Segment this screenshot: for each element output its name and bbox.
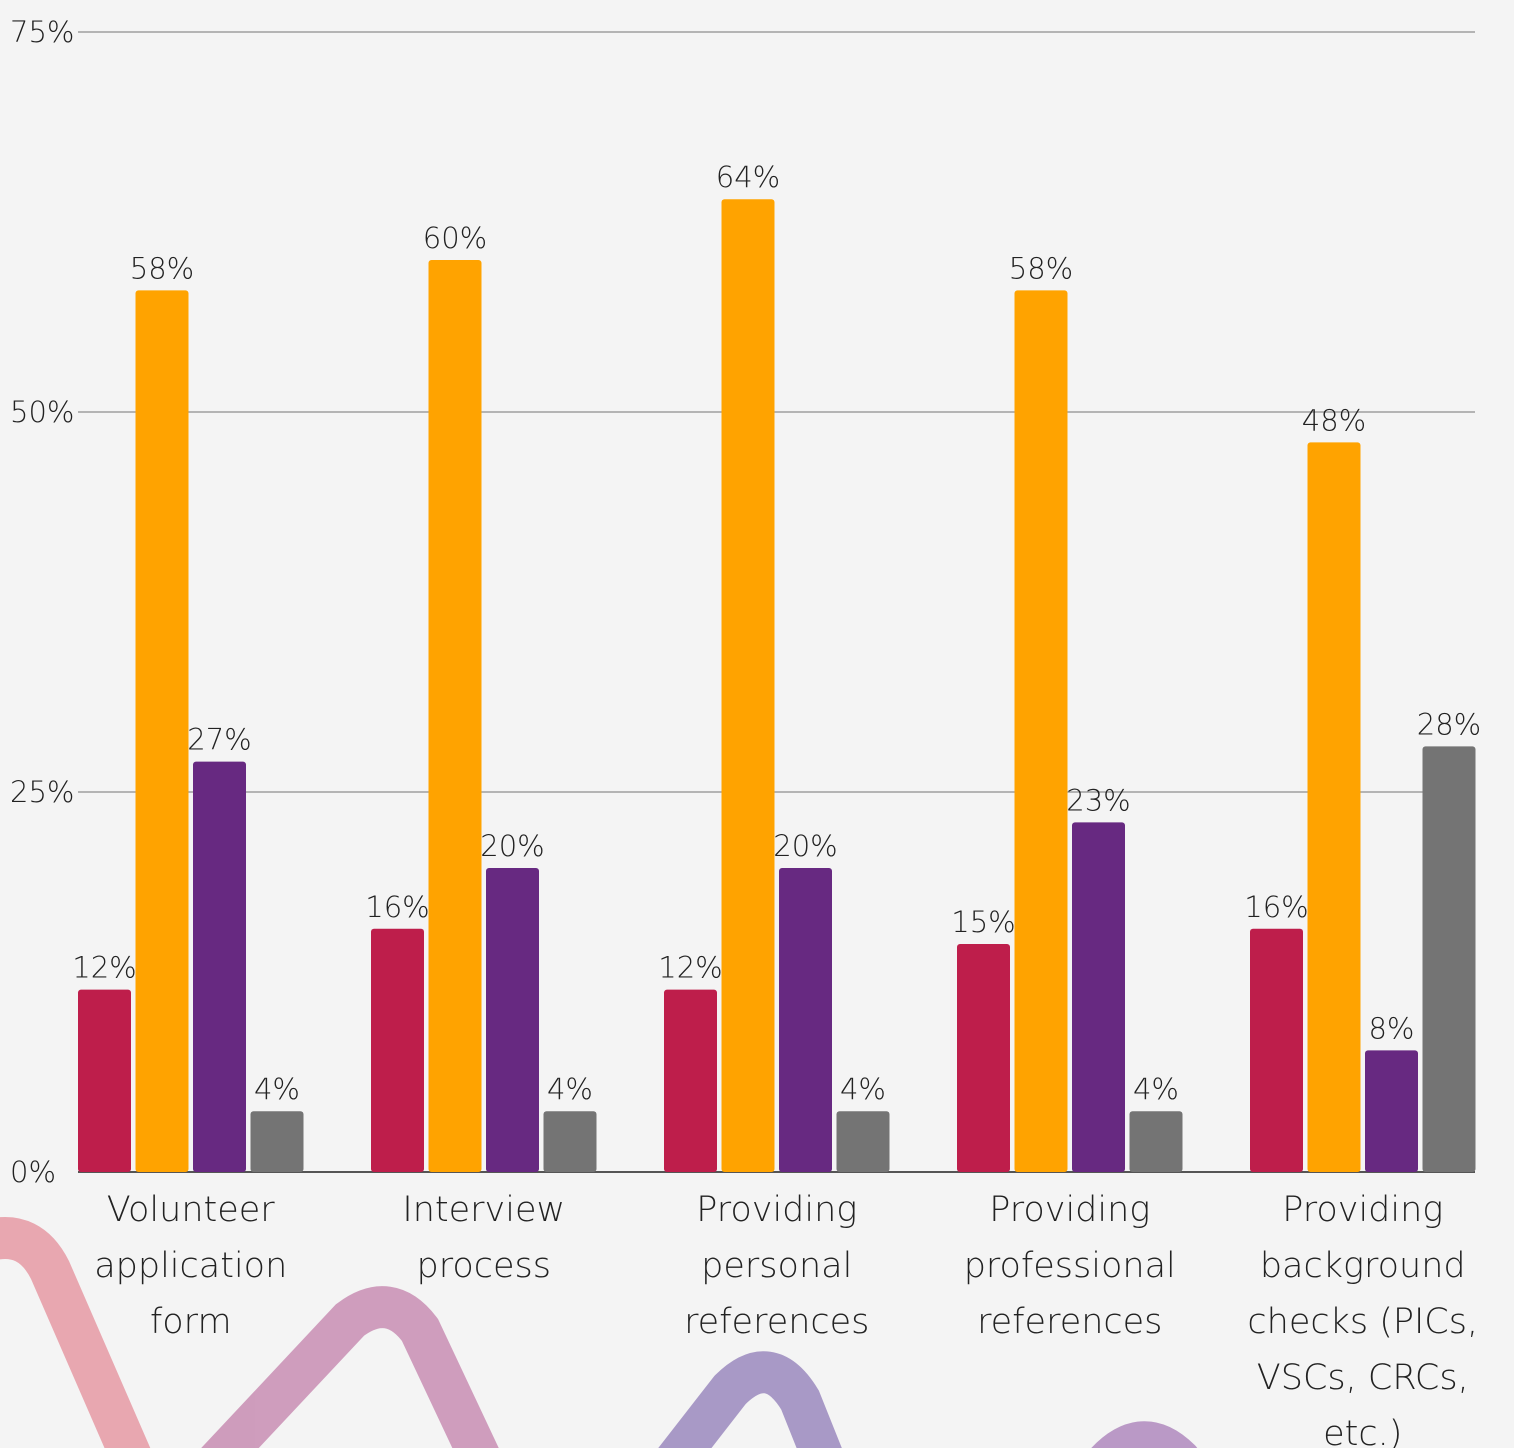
bar bbox=[957, 944, 1010, 1172]
bar bbox=[1014, 290, 1068, 1172]
bar bbox=[78, 989, 131, 1172]
y-tick-label: 75% bbox=[10, 15, 74, 49]
bar bbox=[779, 868, 832, 1172]
y-tick-label: 25% bbox=[10, 775, 74, 809]
bar bbox=[664, 989, 717, 1172]
value-label: 48% bbox=[1302, 403, 1366, 437]
value-label: 4% bbox=[1133, 1072, 1179, 1106]
value-label: 28% bbox=[1417, 707, 1481, 741]
y-tick-label: 50% bbox=[10, 395, 74, 429]
bar bbox=[543, 1111, 597, 1172]
value-label: 8% bbox=[1368, 1011, 1414, 1045]
bar bbox=[250, 1111, 304, 1172]
value-label: 23% bbox=[1066, 783, 1130, 817]
bar bbox=[428, 260, 482, 1172]
value-label: 20% bbox=[480, 829, 544, 863]
bar bbox=[371, 928, 424, 1172]
value-label: 12% bbox=[72, 951, 136, 985]
value-label: 58% bbox=[1009, 251, 1073, 285]
value-label: 20% bbox=[773, 829, 837, 863]
value-label: 15% bbox=[951, 905, 1015, 939]
x-tick-label: Providing professional references bbox=[963, 1190, 1176, 1342]
x-tick-label: Volunteer application form bbox=[94, 1190, 288, 1342]
bar bbox=[1250, 928, 1303, 1172]
value-label: 16% bbox=[1244, 890, 1308, 924]
bar bbox=[1307, 442, 1361, 1172]
x-tick-label: Providing background checks (PICs, VSCs,… bbox=[1247, 1190, 1479, 1448]
value-label: 64% bbox=[716, 160, 780, 194]
decoration bbox=[0, 1217, 1198, 1448]
bar bbox=[1422, 746, 1476, 1172]
value-label: 12% bbox=[658, 951, 722, 985]
bar bbox=[721, 199, 775, 1172]
value-label: 4% bbox=[840, 1072, 886, 1106]
value-label: 58% bbox=[130, 251, 194, 285]
value-label: 16% bbox=[365, 890, 429, 924]
value-label: 4% bbox=[547, 1072, 593, 1106]
bar bbox=[1129, 1111, 1183, 1172]
y-tick-label: 0% bbox=[10, 1155, 56, 1189]
bar bbox=[193, 761, 246, 1172]
bar bbox=[1072, 822, 1125, 1172]
value-label: 4% bbox=[254, 1072, 300, 1106]
x-tick-label: Interview process bbox=[402, 1190, 566, 1286]
value-label: 27% bbox=[187, 723, 251, 757]
x-tick-label: Providing personal references bbox=[684, 1190, 870, 1342]
bar bbox=[486, 868, 539, 1172]
bar bbox=[135, 290, 189, 1172]
bar bbox=[836, 1111, 890, 1172]
bar bbox=[1365, 1050, 1418, 1172]
value-label: 60% bbox=[423, 221, 487, 255]
